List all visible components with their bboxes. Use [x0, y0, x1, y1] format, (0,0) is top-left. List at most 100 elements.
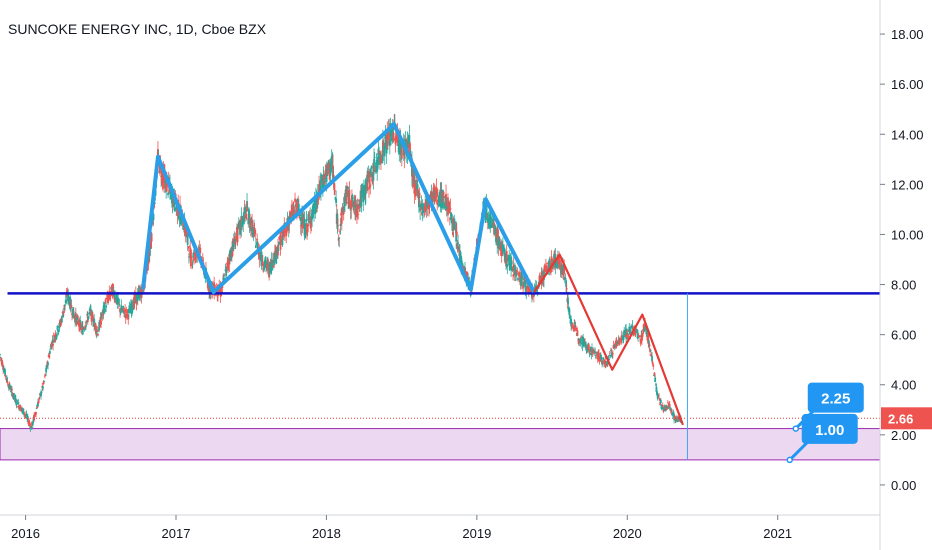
- candle-body: [522, 283, 525, 289]
- candle-body: [83, 328, 86, 330]
- candle-body: [675, 416, 678, 418]
- candle-body: [353, 197, 356, 199]
- candle-body: [245, 213, 248, 219]
- candle-body: [580, 336, 583, 338]
- candle-body: [72, 307, 75, 316]
- candle-body: [48, 354, 51, 358]
- candle-body: [324, 174, 327, 179]
- candle-body: [558, 256, 561, 263]
- candle-body: [573, 322, 576, 324]
- candle-body: [649, 350, 652, 352]
- candle-body: [123, 315, 126, 317]
- candle-body: [42, 381, 45, 385]
- candle-body: [251, 224, 254, 226]
- candle-body: [513, 270, 516, 276]
- candle-body: [548, 258, 551, 271]
- candle-body: [69, 299, 72, 309]
- candle-body: [42, 386, 44, 389]
- candle-body: [583, 339, 586, 345]
- candle-body: [26, 416, 29, 420]
- candle-body: [601, 360, 604, 364]
- candle-body: [576, 330, 579, 337]
- candle-body: [442, 191, 445, 199]
- candle-body: [651, 361, 654, 365]
- candle-body: [139, 286, 142, 293]
- candle-body: [570, 324, 573, 326]
- candle-body: [100, 320, 102, 325]
- candle-body: [574, 324, 576, 331]
- candle-body: [95, 325, 97, 333]
- candle-body: [83, 328, 85, 330]
- candle-body: [400, 148, 403, 159]
- candle-body: [373, 159, 375, 172]
- candle-body: [527, 285, 530, 294]
- candle-body: [121, 309, 124, 312]
- candle-body: [469, 293, 472, 296]
- candle-body: [37, 402, 39, 407]
- candle-body: [643, 327, 646, 332]
- candle-body: [593, 353, 596, 354]
- candle-body: [73, 314, 75, 319]
- candle-body: [309, 223, 312, 227]
- candle-body: [50, 342, 53, 348]
- candle-body: [555, 260, 557, 264]
- candle-body: [652, 364, 655, 367]
- candle-body: [423, 206, 426, 212]
- candle-body: [43, 381, 46, 382]
- candle-body: [112, 284, 114, 287]
- candle-body: [234, 238, 237, 242]
- candle-body: [56, 325, 59, 331]
- candle-body: [35, 412, 37, 415]
- candle-body: [325, 164, 328, 183]
- candle-body: [10, 388, 13, 393]
- candle-body: [642, 328, 645, 332]
- candle-body: [299, 214, 302, 216]
- candle-body: [457, 247, 460, 249]
- candle-body: [187, 246, 190, 249]
- candle-body: [291, 212, 294, 216]
- candle-body: [372, 173, 375, 181]
- candle-body: [594, 351, 597, 353]
- candle-body: [663, 406, 666, 408]
- candle-body: [415, 180, 418, 181]
- candle-body: [57, 329, 60, 333]
- candle-body: [435, 187, 438, 197]
- candle-body: [326, 165, 329, 169]
- candle-body: [620, 339, 622, 344]
- candle-body: [590, 352, 593, 356]
- candle-body: [162, 174, 164, 184]
- candle-body: [190, 256, 193, 259]
- candle-body: [612, 345, 615, 349]
- badge-anchor-dot: [792, 425, 800, 432]
- candle-body: [124, 309, 126, 313]
- candle-body: [392, 132, 395, 141]
- candle-body: [417, 189, 420, 197]
- candle-body: [492, 219, 495, 224]
- candle-body: [102, 305, 105, 314]
- candle-body: [129, 303, 132, 310]
- candle-body: [627, 333, 629, 338]
- candle-body: [587, 344, 590, 351]
- candle-body: [451, 219, 454, 231]
- candle-body: [520, 276, 523, 285]
- candle-body: [367, 171, 370, 178]
- candle-body: [431, 191, 434, 207]
- candle-body: [641, 333, 644, 338]
- candle-body: [289, 212, 291, 221]
- candle-body: [417, 192, 420, 208]
- candle-body: [79, 324, 82, 329]
- candle-body: [436, 200, 439, 205]
- candle-body: [310, 216, 313, 224]
- candle-body: [222, 277, 225, 282]
- candle-body: [297, 203, 300, 212]
- candle-body: [312, 203, 315, 214]
- candle-body: [575, 327, 578, 331]
- price-badge-label: 1.00: [815, 422, 844, 439]
- candle-body: [589, 347, 592, 348]
- candle-body: [35, 407, 38, 409]
- candle-body: [33, 415, 36, 421]
- candle-body: [620, 335, 623, 338]
- candle-body: [81, 324, 84, 326]
